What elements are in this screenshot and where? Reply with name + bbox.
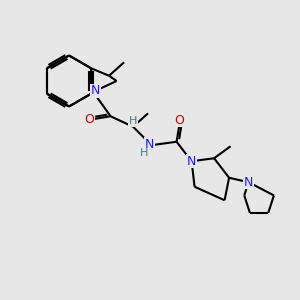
Text: N: N <box>145 138 154 151</box>
Text: N: N <box>244 176 253 189</box>
Text: H: H <box>140 148 149 158</box>
Text: H: H <box>129 116 137 126</box>
Text: N: N <box>91 84 100 97</box>
Text: O: O <box>175 114 184 127</box>
Text: O: O <box>84 113 94 126</box>
Text: N: N <box>187 155 196 168</box>
